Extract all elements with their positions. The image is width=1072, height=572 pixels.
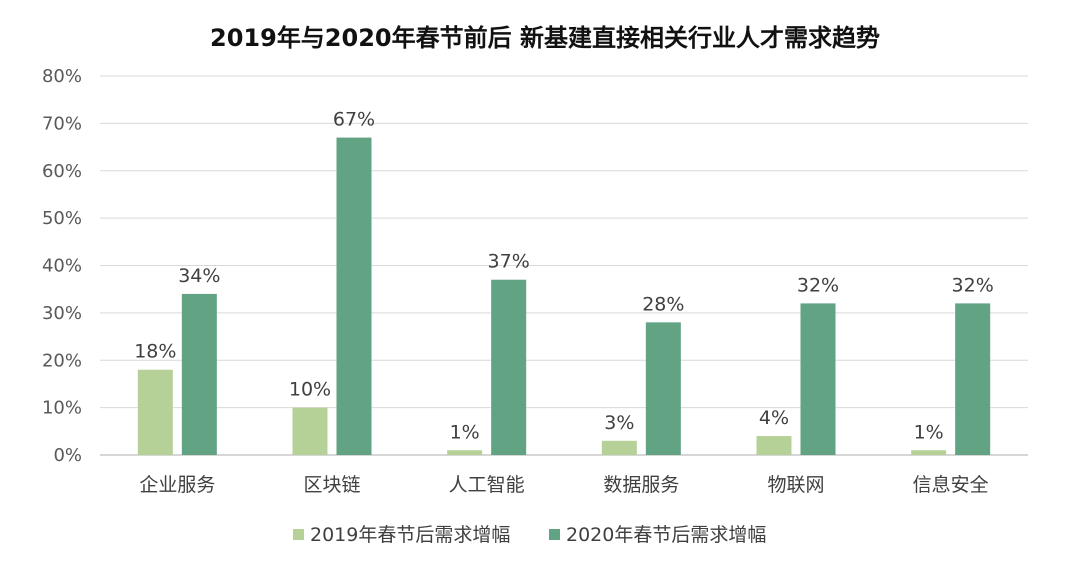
bar-series-2019	[756, 436, 792, 455]
y-tick-label: 20%	[42, 350, 82, 371]
y-tick-label: 50%	[42, 208, 82, 229]
legend-swatch	[293, 529, 304, 540]
bar-series-2019	[447, 450, 483, 455]
bar-series-2020	[181, 293, 217, 455]
bars	[137, 137, 991, 455]
data-label: 28%	[642, 293, 684, 315]
data-label: 32%	[797, 274, 839, 296]
bar-series-2020	[645, 322, 681, 455]
data-label: 18%	[134, 341, 176, 363]
legend: 2019年春节后需求增幅 2020年春节后需求增幅	[293, 524, 766, 546]
y-axis-ticks: 0% 10% 20% 30% 40% 50% 60% 70% 80%	[42, 66, 82, 466]
y-tick-label: 30%	[42, 303, 82, 324]
x-axis-categories: 企业服务 区块链 人工智能 数据服务 物联网 信息安全	[139, 474, 988, 496]
data-label: 3%	[604, 412, 634, 434]
y-tick-label: 40%	[42, 256, 82, 277]
bar-series-2020	[800, 303, 836, 455]
data-label: 4%	[759, 407, 789, 429]
data-label: 32%	[952, 274, 994, 296]
bar-series-2020	[955, 303, 991, 455]
x-category-label: 人工智能	[449, 474, 525, 496]
data-label: 1%	[450, 421, 480, 443]
y-tick-label: 60%	[42, 161, 82, 182]
legend-label: 2020年春节后需求增幅	[566, 524, 766, 546]
x-category-label: 区块链	[303, 474, 360, 496]
bar-series-2019	[911, 450, 947, 455]
y-tick-label: 70%	[42, 113, 82, 134]
data-label: 67%	[333, 109, 375, 131]
x-category-label: 企业服务	[139, 474, 215, 496]
data-label: 10%	[289, 379, 331, 401]
y-tick-label: 80%	[42, 66, 82, 87]
data-label: 37%	[488, 251, 530, 273]
bar-series-2020	[491, 279, 527, 455]
bar-series-2020	[336, 137, 372, 455]
data-label: 34%	[178, 265, 220, 287]
bar-series-2019	[292, 407, 328, 455]
bar-series-2019	[601, 440, 637, 455]
x-category-label: 信息安全	[913, 474, 989, 496]
gridlines	[100, 75, 1028, 456]
x-category-label: 数据服务	[603, 474, 679, 496]
chart-title: 2019年与2020年春节前后 新基建直接相关行业人才需求趋势	[210, 24, 880, 52]
legend-swatch	[549, 529, 560, 540]
legend-label: 2019年春节后需求增幅	[310, 524, 510, 546]
y-tick-label: 0%	[53, 445, 82, 466]
data-labels: 18% 34% 10% 67% 1% 37% 3% 28% 4% 32% 1% 32%	[134, 109, 994, 444]
y-tick-label: 10%	[42, 398, 82, 419]
x-category-label: 物联网	[767, 474, 824, 496]
data-label: 1%	[914, 421, 944, 443]
bar-series-2019	[137, 369, 173, 455]
